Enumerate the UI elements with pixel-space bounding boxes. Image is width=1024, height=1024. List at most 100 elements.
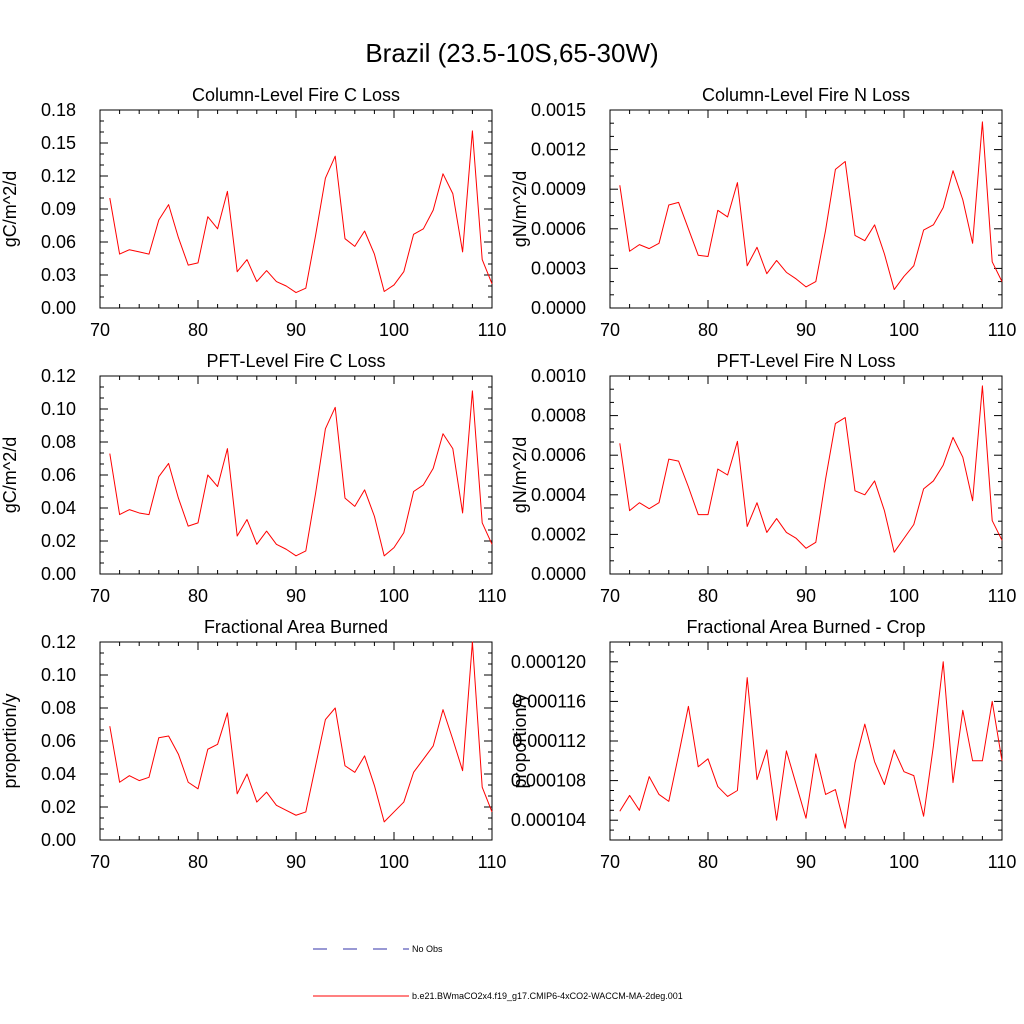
panel-title: Column-Level Fire N Loss	[702, 85, 910, 105]
y-tick-label: 0.0010	[531, 366, 586, 386]
y-tick-label: 0.0002	[531, 524, 586, 544]
y-tick-label: 0.0008	[531, 406, 586, 426]
y-tick-label: 0.18	[41, 100, 76, 120]
y-tick-label: 0.12	[41, 366, 76, 386]
figure-title: Brazil (23.5-10S,65-30W)	[365, 38, 658, 68]
y-tick-label: 0.08	[41, 432, 76, 452]
y-tick-label: 0.0009	[531, 179, 586, 199]
x-tick-label: 70	[90, 320, 110, 340]
x-tick-label: 80	[188, 586, 208, 606]
y-tick-label: 0.12	[41, 166, 76, 186]
y-tick-label: 0.0006	[531, 219, 586, 239]
y-tick-label: 0.00	[41, 298, 76, 318]
y-tick-label: 0.000116	[512, 691, 586, 711]
x-tick-label: 90	[796, 586, 816, 606]
x-tick-label: 110	[988, 852, 1017, 872]
y-tick-label: 0.10	[41, 665, 76, 685]
y-tick-label: 0.03	[41, 265, 76, 285]
y-tick-label: 0.0006	[531, 445, 586, 465]
y-tick-label: 0.0012	[531, 140, 586, 160]
x-tick-label: 70	[600, 586, 620, 606]
plot-frame	[609, 109, 1003, 309]
y-tick-label: 0.04	[41, 498, 76, 518]
y-tick-label: 0.04	[41, 764, 76, 784]
x-tick-label: 80	[698, 586, 718, 606]
panel-title: PFT-Level Fire N Loss	[716, 351, 895, 371]
y-tick-label: 0.08	[41, 698, 76, 718]
series-line	[619, 121, 1003, 291]
y-tick-label: 0.12	[41, 632, 76, 652]
series-line	[619, 385, 1003, 553]
y-tick-label: 0.06	[41, 232, 76, 252]
plot-frame	[99, 641, 493, 841]
x-tick-label: 70	[90, 586, 110, 606]
x-tick-label: 100	[379, 320, 409, 340]
x-tick-label: 90	[796, 852, 816, 872]
x-tick-label: 100	[379, 586, 409, 606]
series-line	[109, 390, 493, 557]
y-tick-label: 0.09	[41, 199, 76, 219]
y-tick-label: 0.02	[41, 531, 76, 551]
x-tick-label: 70	[90, 852, 110, 872]
panel-title: Column-Level Fire C Loss	[192, 85, 400, 105]
panel-3: PFT-Level Fire C Loss gC/m^2/d 70 80 90 100 11…	[0, 351, 506, 606]
x-tick-label: 80	[698, 852, 718, 872]
panels: Column-Level Fire C Loss gC/m^2/d 70 80 90 10…	[0, 85, 1016, 872]
series-line	[109, 130, 493, 294]
y-tick-label: 0.000108	[511, 771, 586, 791]
y-axis-label: gN/m^2/d	[510, 171, 530, 247]
x-tick-label: 90	[286, 320, 306, 340]
x-tick-label: 110	[478, 320, 507, 340]
y-tick-label: 0.000112	[512, 731, 586, 751]
x-tick-label: 90	[286, 852, 306, 872]
y-tick-label: 0.0015	[531, 100, 586, 120]
y-tick-label: 0.02	[41, 797, 76, 817]
panel-6: Fractional Area Burned - Crop proportion/…	[510, 617, 1016, 872]
y-axis-label: proportion/y	[0, 693, 20, 788]
series-line	[619, 661, 1003, 829]
y-tick-label: 0.15	[41, 133, 76, 153]
x-tick-label: 110	[988, 586, 1017, 606]
y-axis-label: gC/m^2/d	[0, 171, 20, 247]
x-tick-label: 100	[889, 320, 919, 340]
x-tick-label: 100	[889, 586, 919, 606]
panel-5: Fractional Area Burned proportion/y 70 80 90…	[0, 617, 506, 872]
legend: No Obs b.e21.BWmaCO2x4.f19_g17.CMIP6-4xC…	[313, 944, 683, 1001]
x-tick-label: 80	[698, 320, 718, 340]
x-tick-label: 80	[188, 852, 208, 872]
panel-title: Fractional Area Burned	[204, 617, 388, 637]
plot-frame	[99, 375, 493, 575]
series-line	[109, 641, 493, 823]
y-axis-label: gN/m^2/d	[510, 437, 530, 513]
x-tick-label: 80	[188, 320, 208, 340]
panel-title: Fractional Area Burned - Crop	[686, 617, 925, 637]
y-tick-label: 0.0003	[531, 258, 586, 278]
y-tick-label: 0.06	[41, 731, 76, 751]
x-tick-label: 110	[478, 586, 507, 606]
x-tick-label: 110	[478, 852, 507, 872]
legend-label-no-obs: No Obs	[412, 944, 443, 954]
y-tick-label: 0.000120	[511, 652, 586, 672]
y-tick-label: 0.0004	[531, 485, 586, 505]
panel-title: PFT-Level Fire C Loss	[206, 351, 385, 371]
x-tick-label: 90	[286, 586, 306, 606]
x-tick-label: 110	[988, 320, 1017, 340]
panel-4: PFT-Level Fire N Loss gN/m^2/d 70 80 90 100 11…	[510, 351, 1016, 606]
panel-2: Column-Level Fire N Loss gN/m^2/d 70 80 90 10…	[510, 85, 1016, 340]
plot-frame	[609, 375, 1003, 575]
x-tick-label: 90	[796, 320, 816, 340]
x-tick-label: 100	[379, 852, 409, 872]
x-tick-label: 70	[600, 852, 620, 872]
y-tick-label: 0.000104	[511, 810, 586, 830]
y-tick-label: 0.0000	[531, 564, 586, 584]
x-tick-label: 70	[600, 320, 620, 340]
panel-1: Column-Level Fire C Loss gC/m^2/d 70 80 90 10…	[0, 85, 506, 340]
y-tick-label: 0.0000	[531, 298, 586, 318]
plot-frame	[609, 641, 1003, 841]
legend-label-model: b.e21.BWmaCO2x4.f19_g17.CMIP6-4xCO2-WACC…	[412, 991, 683, 1001]
x-tick-label: 100	[889, 852, 919, 872]
y-axis-label: proportion/y	[510, 693, 530, 788]
y-tick-label: 0.00	[41, 564, 76, 584]
y-axis-label: gC/m^2/d	[0, 437, 20, 513]
